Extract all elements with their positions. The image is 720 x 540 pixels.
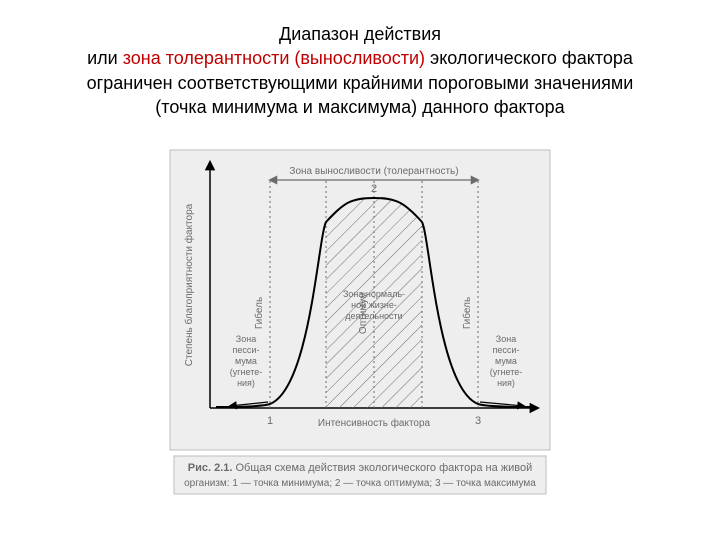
heading-line-4: (точка минимума и максимума) данного фак…: [155, 97, 564, 117]
svg-text:организм: 1 — точка минимума;: организм: 1 — точка минимума; 2 — точка …: [184, 478, 536, 489]
heading-line-2c: экологического фактора: [425, 48, 633, 68]
svg-text:Степень благоприятности фактор: Степень благоприятности фактора: [183, 203, 195, 366]
svg-text:Интенсивность фактора: Интенсивность фактора: [318, 417, 431, 429]
svg-text:Рис. 2.1. Общая схема действия: Рис. 2.1. Общая схема действия экологиче…: [188, 462, 532, 474]
svg-text:Гибель: Гибель: [253, 297, 265, 329]
svg-text:Зона нормаль-: Зона нормаль-: [343, 289, 405, 299]
heading-line-2b: зона толерантности (выносливости): [123, 48, 425, 68]
svg-text:(угнете-: (угнете-: [230, 367, 262, 377]
svg-text:ной жизне-: ной жизне-: [351, 300, 397, 310]
svg-text:ния): ния): [237, 378, 255, 388]
heading-line-3: ограничен соответствующими крайними поро…: [87, 73, 634, 93]
svg-text:Зона: Зона: [496, 334, 516, 344]
svg-text:мума: мума: [495, 356, 517, 366]
svg-text:песси-: песси-: [233, 345, 260, 355]
heading-line-2a: или: [87, 48, 123, 68]
svg-text:3: 3: [475, 415, 481, 427]
svg-text:1: 1: [267, 415, 273, 427]
svg-text:Зона: Зона: [236, 334, 256, 344]
heading-block: Диапазон действия или зона толерантности…: [64, 22, 656, 119]
svg-text:Зона выносливости (толерантнос: Зона выносливости (толерантность): [289, 166, 458, 177]
svg-text:2: 2: [371, 183, 377, 195]
svg-text:деятельности: деятельности: [345, 311, 402, 321]
heading-line-1: Диапазон действия: [279, 24, 441, 44]
svg-text:мума: мума: [235, 356, 257, 366]
diagram-figure: Зона выносливости (толерантность) 1 2 3 Инте…: [140, 140, 580, 500]
svg-text:Гибель: Гибель: [461, 297, 473, 329]
svg-text:(угнете-: (угнете-: [490, 367, 522, 377]
svg-text:ния): ния): [497, 378, 515, 388]
svg-text:песси-: песси-: [493, 345, 520, 355]
